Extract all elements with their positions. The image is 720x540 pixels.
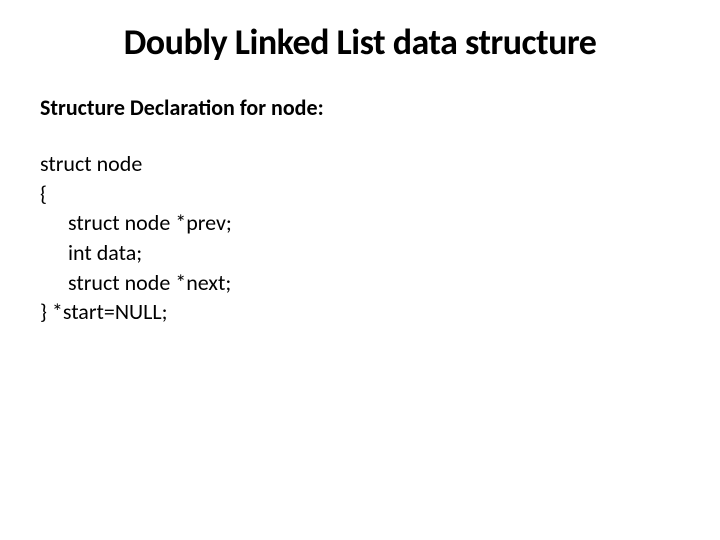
code-line: struct node *prev; <box>40 208 680 238</box>
code-line: struct node <box>40 149 680 179</box>
code-line: { <box>40 179 680 209</box>
code-line: int data; <box>40 238 680 268</box>
code-line: } *start=NULL; <box>40 297 680 327</box>
code-block: struct node { struct node *prev; int dat… <box>40 149 680 327</box>
code-line: struct node *next; <box>40 268 680 298</box>
slide-title: Doubly Linked List data structure <box>40 20 680 64</box>
section-heading: Structure Declaration for node: <box>40 94 680 121</box>
